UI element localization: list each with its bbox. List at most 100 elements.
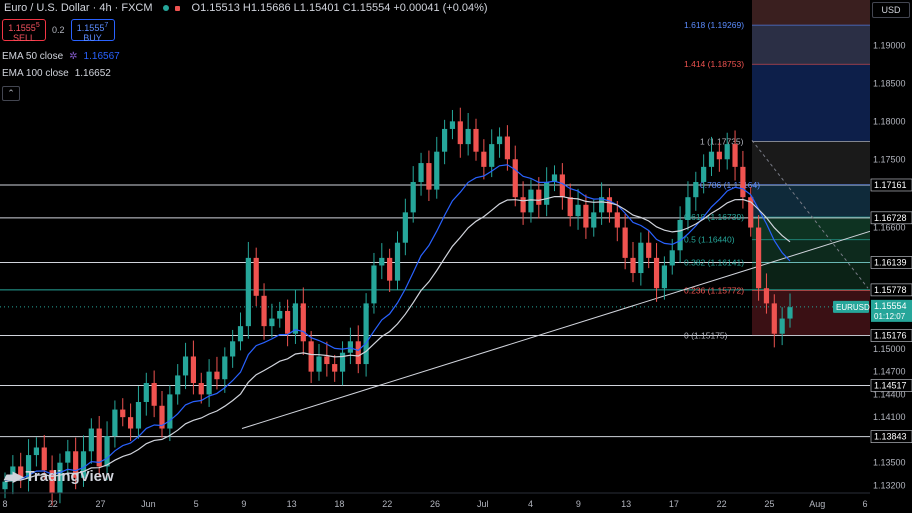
chart-header: Euro / U.S. Dollar · 4h · FXCM O1.15513 … [0, 0, 488, 16]
fib-label: 0.618 (1.16739) [684, 212, 744, 222]
candle-body [324, 356, 330, 365]
candle-body [748, 197, 754, 228]
market-open-icon [162, 5, 169, 11]
collapse-legend-button[interactable]: ⌃ [2, 86, 20, 101]
candle-body [135, 401, 142, 429]
ema100-line [4, 196, 791, 483]
candle-body [269, 318, 275, 327]
candle-body [630, 257, 636, 274]
candle-body [763, 288, 770, 304]
price-tick-label: 1.15000 [873, 344, 906, 354]
date-tick-label: 5 [194, 499, 199, 509]
candle-body [292, 303, 299, 334]
date-tick-label: Jul [477, 499, 489, 509]
candle-body [740, 166, 746, 198]
candle-body [606, 197, 613, 213]
candle-body [410, 182, 416, 213]
candle-body [10, 466, 16, 482]
flag-icon [174, 5, 180, 11]
fib-label: 0 (1.15175) [684, 331, 728, 341]
candle-body [599, 197, 605, 213]
candle-body [261, 295, 267, 327]
candle-body [693, 182, 699, 198]
level-label: 1.15778 [874, 285, 907, 295]
candle-body [49, 470, 55, 493]
date-tick-label: 26 [430, 499, 440, 509]
fib-zone [752, 64, 870, 142]
date-tick-label: Jun [141, 499, 156, 509]
candle-body [724, 144, 730, 160]
ema50-line [4, 164, 791, 483]
candle-body [379, 257, 385, 266]
candle-body [732, 144, 738, 167]
fib-label: 1 (1.17735) [700, 136, 744, 146]
price-tick-label: 1.18000 [873, 116, 906, 126]
countdown-label: 01:12:07 [874, 312, 906, 321]
price-tick-label: 1.17500 [873, 154, 906, 164]
date-tick-label: 27 [96, 499, 106, 509]
price-tick-label: 1.14400 [873, 389, 906, 399]
level-tag [870, 329, 912, 342]
candle-body [787, 307, 793, 319]
candle-body [583, 204, 589, 228]
date-tick-label: 9 [241, 499, 246, 509]
candle-body [622, 227, 628, 258]
candle-body [104, 436, 110, 467]
fib-label: 0.786 (1.17164) [700, 180, 760, 190]
candle-body [371, 265, 377, 304]
date-tick-label: 22 [48, 499, 58, 509]
candle-body [449, 121, 456, 129]
candle-body [355, 341, 361, 365]
tradingview-logo: ▰▶ TradingView [4, 468, 114, 485]
symbol-title[interactable]: Euro / U.S. Dollar · 4h · FXCM [4, 2, 153, 14]
candle-body [481, 151, 487, 167]
candle-body [88, 428, 94, 452]
price-tick-label: 1.14700 [873, 367, 906, 377]
date-tick-label: 13 [287, 499, 297, 509]
date-tick-label: 13 [621, 499, 631, 509]
level-tag [870, 379, 912, 392]
date-tick-label: 18 [334, 499, 344, 509]
candle-body [536, 189, 542, 205]
candle-body [716, 151, 722, 160]
candle-body [638, 242, 644, 274]
candle-body [316, 356, 322, 372]
candle-body [489, 144, 495, 167]
candle-body [614, 212, 620, 228]
price-tick-label: 1.19000 [873, 41, 906, 51]
candle-body [591, 212, 597, 228]
candle-body [159, 405, 165, 429]
candle-body [496, 136, 503, 145]
price-tick-label: 1.16600 [873, 223, 906, 233]
fib-label: 0.5 (1.16440) [684, 235, 735, 245]
ema100-legend[interactable]: EMA 100 close 1.16652 [2, 68, 111, 79]
candle-body [182, 356, 189, 376]
price-tick-label: 1.13200 [873, 480, 906, 490]
date-tick-label: 22 [382, 499, 392, 509]
fib-zone [752, 290, 870, 336]
candle-body [2, 481, 8, 490]
level-label: 1.17161 [874, 180, 907, 190]
candle-body [245, 257, 251, 327]
candle-body [701, 166, 707, 183]
date-tick-label: 8 [2, 499, 7, 509]
sell-button[interactable]: 1.15555 SELL [2, 19, 46, 43]
candle-body [434, 151, 440, 190]
settings-icon[interactable]: ✲ [69, 51, 78, 62]
level-label: 1.16139 [874, 258, 907, 268]
date-tick-label: 25 [764, 499, 774, 509]
level-tag [870, 283, 912, 297]
candle-body [190, 356, 196, 384]
ema50-legend[interactable]: EMA 50 close ✲ 1.16567 [2, 51, 120, 62]
currency-selector[interactable]: USD [872, 2, 910, 18]
price-tick-label: 1.18500 [873, 78, 906, 88]
buy-button[interactable]: 1.15557 BUY [70, 19, 115, 43]
candle-body [685, 197, 691, 220]
candle-body [143, 383, 149, 402]
candle-body [669, 250, 675, 266]
price-tick-label: 1.14100 [873, 412, 906, 422]
tradingview-icon: ▰▶ [4, 468, 23, 484]
candle-body [80, 451, 87, 478]
